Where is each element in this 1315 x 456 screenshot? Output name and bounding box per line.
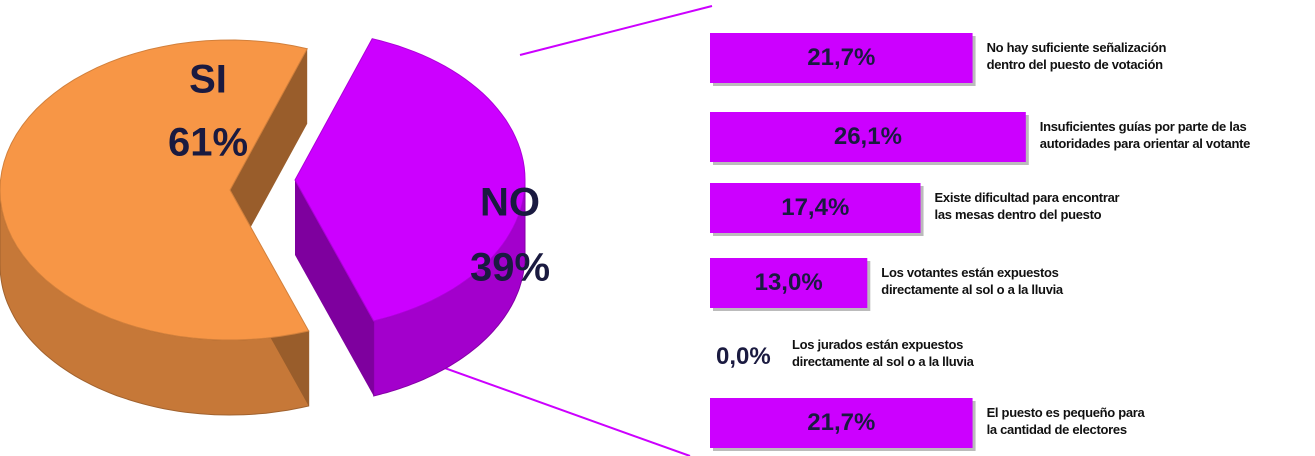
pie-slice [294,38,526,322]
bar [710,258,868,308]
bar-category-label: Los votantes están expuestos directament… [881,265,1063,297]
bar-category-label: Existe dificultad para encontrar las mes… [934,190,1120,222]
connector-line [399,351,691,456]
bar-category-label: Insuficientes guías por parte de las aut… [1039,119,1251,151]
bar-category-label: Los jurados están expuestos directamente… [792,337,974,369]
bar [710,398,973,448]
pie-cut-face [230,48,308,266]
bar [710,33,973,83]
bar-value-label: 13,0% [754,269,823,296]
connector-line [519,5,713,56]
pie-category-label: NO [480,181,540,225]
bar-value-label: 0,0% [716,343,771,370]
bar-category-label: El puesto es pequeño para la cantidad de… [986,405,1145,437]
bar-value-label: 17,4% [781,194,850,221]
pie-slice [0,39,310,341]
bar [710,112,1026,162]
pie-value-label: 39% [470,246,550,290]
pie-value-label: 61% [168,121,248,165]
pie-cut-face [295,180,374,396]
bar [710,183,921,233]
bar-value-label: 26,1% [833,123,902,150]
bar-value-label: 21,7% [807,409,876,436]
bar-value-label: 21,7% [807,44,876,71]
pie-category-label: SI [189,58,227,102]
bar-category-label: No hay suficiente señalización dentro de… [986,40,1167,72]
